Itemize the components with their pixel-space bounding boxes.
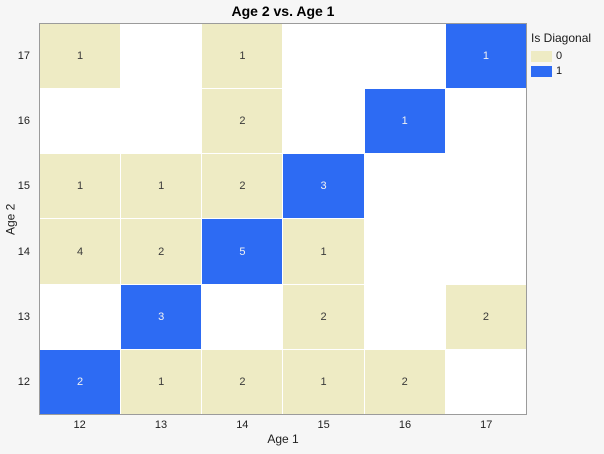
heatmap-cell[interactable]: 2	[121, 219, 202, 284]
x-tick-label: 12	[73, 418, 86, 431]
x-axis-ticks: 12 13 14 15 16 17	[39, 417, 527, 432]
heatmap-cell[interactable]: 1	[121, 349, 202, 414]
legend-swatch-1[interactable]	[531, 65, 552, 77]
heatmap-cell[interactable]: 1	[121, 154, 202, 219]
legend-item-1[interactable]: 1	[531, 65, 591, 77]
heatmap-cell[interactable]: 1	[202, 24, 283, 89]
heatmap-cell[interactable]	[365, 154, 445, 218]
x-tick-label: 15	[317, 418, 330, 431]
x-tick-label: 17	[480, 418, 493, 431]
heatmap-cell[interactable]	[365, 219, 445, 283]
y-tick-label: 13	[17, 310, 30, 323]
heatmap-cell[interactable]: 2	[202, 154, 283, 219]
heatmap-cell[interactable]: 1	[445, 24, 526, 89]
x-tick-label: 16	[398, 418, 412, 431]
chart-title: Age 2 vs. Age 1	[231, 3, 335, 19]
heatmap-cell[interactable]	[121, 89, 201, 153]
heatmap-cell[interactable]: 2	[202, 89, 283, 154]
heatmap-cell[interactable]: 1	[283, 219, 364, 284]
heatmap-cell[interactable]	[446, 350, 526, 414]
y-tick-label: 14	[17, 245, 30, 258]
heatmap-cell[interactable]	[283, 24, 363, 88]
heatmap-cell[interactable]: 1	[283, 349, 364, 414]
y-tick-label: 15	[17, 180, 30, 193]
heatmap-cell[interactable]	[40, 285, 120, 349]
heatmap-cell[interactable]	[202, 285, 282, 349]
legend-label-0: 0	[556, 50, 563, 62]
heatmap-cell[interactable]: 2	[283, 284, 364, 349]
heatmap-cell[interactable]	[446, 154, 526, 218]
legend: Is Diagonal 0 1	[531, 31, 591, 80]
heatmap-cell[interactable]: 3	[121, 284, 202, 349]
y-axis-ticks: 17 16 15 14 13 12	[0, 23, 35, 415]
heatmap-cell[interactable]	[283, 89, 363, 153]
x-tick-label: 14	[236, 418, 249, 431]
y-tick-label: 12	[17, 376, 30, 389]
heatmap-cell[interactable]	[446, 89, 526, 153]
legend-label-1: 1	[556, 65, 563, 77]
heatmap-cell[interactable]	[446, 219, 526, 283]
y-tick-label: 17	[17, 49, 30, 62]
heatmap-cell[interactable]: 2	[40, 349, 121, 414]
heatmap-cell[interactable]: 2	[202, 349, 283, 414]
heatmap-cell[interactable]: 1	[40, 24, 121, 89]
heatmap-cell[interactable]: 1	[364, 89, 445, 154]
heatmap-cell[interactable]: 4	[40, 219, 121, 284]
heatmap-cell[interactable]: 1	[40, 154, 121, 219]
legend-swatch-0[interactable]	[531, 50, 552, 62]
heatmap-cell[interactable]: 2	[364, 349, 445, 414]
y-tick-label: 16	[17, 114, 30, 127]
legend-title: Is Diagonal	[531, 31, 592, 45]
heatmap-cell[interactable]: 3	[283, 154, 364, 219]
heatmap-cell[interactable]	[365, 285, 445, 349]
legend-item-0[interactable]: 0	[531, 50, 591, 62]
heatmap-cell[interactable]	[40, 89, 120, 153]
heatmap-cell[interactable]: 2	[445, 284, 526, 349]
x-tick-label: 13	[154, 418, 168, 431]
heatmap-cell[interactable]	[365, 24, 445, 88]
x-axis-title: Age 1	[267, 432, 299, 446]
heatmap-cell[interactable]	[121, 24, 201, 88]
heatmap-cell[interactable]: 5	[202, 219, 283, 284]
